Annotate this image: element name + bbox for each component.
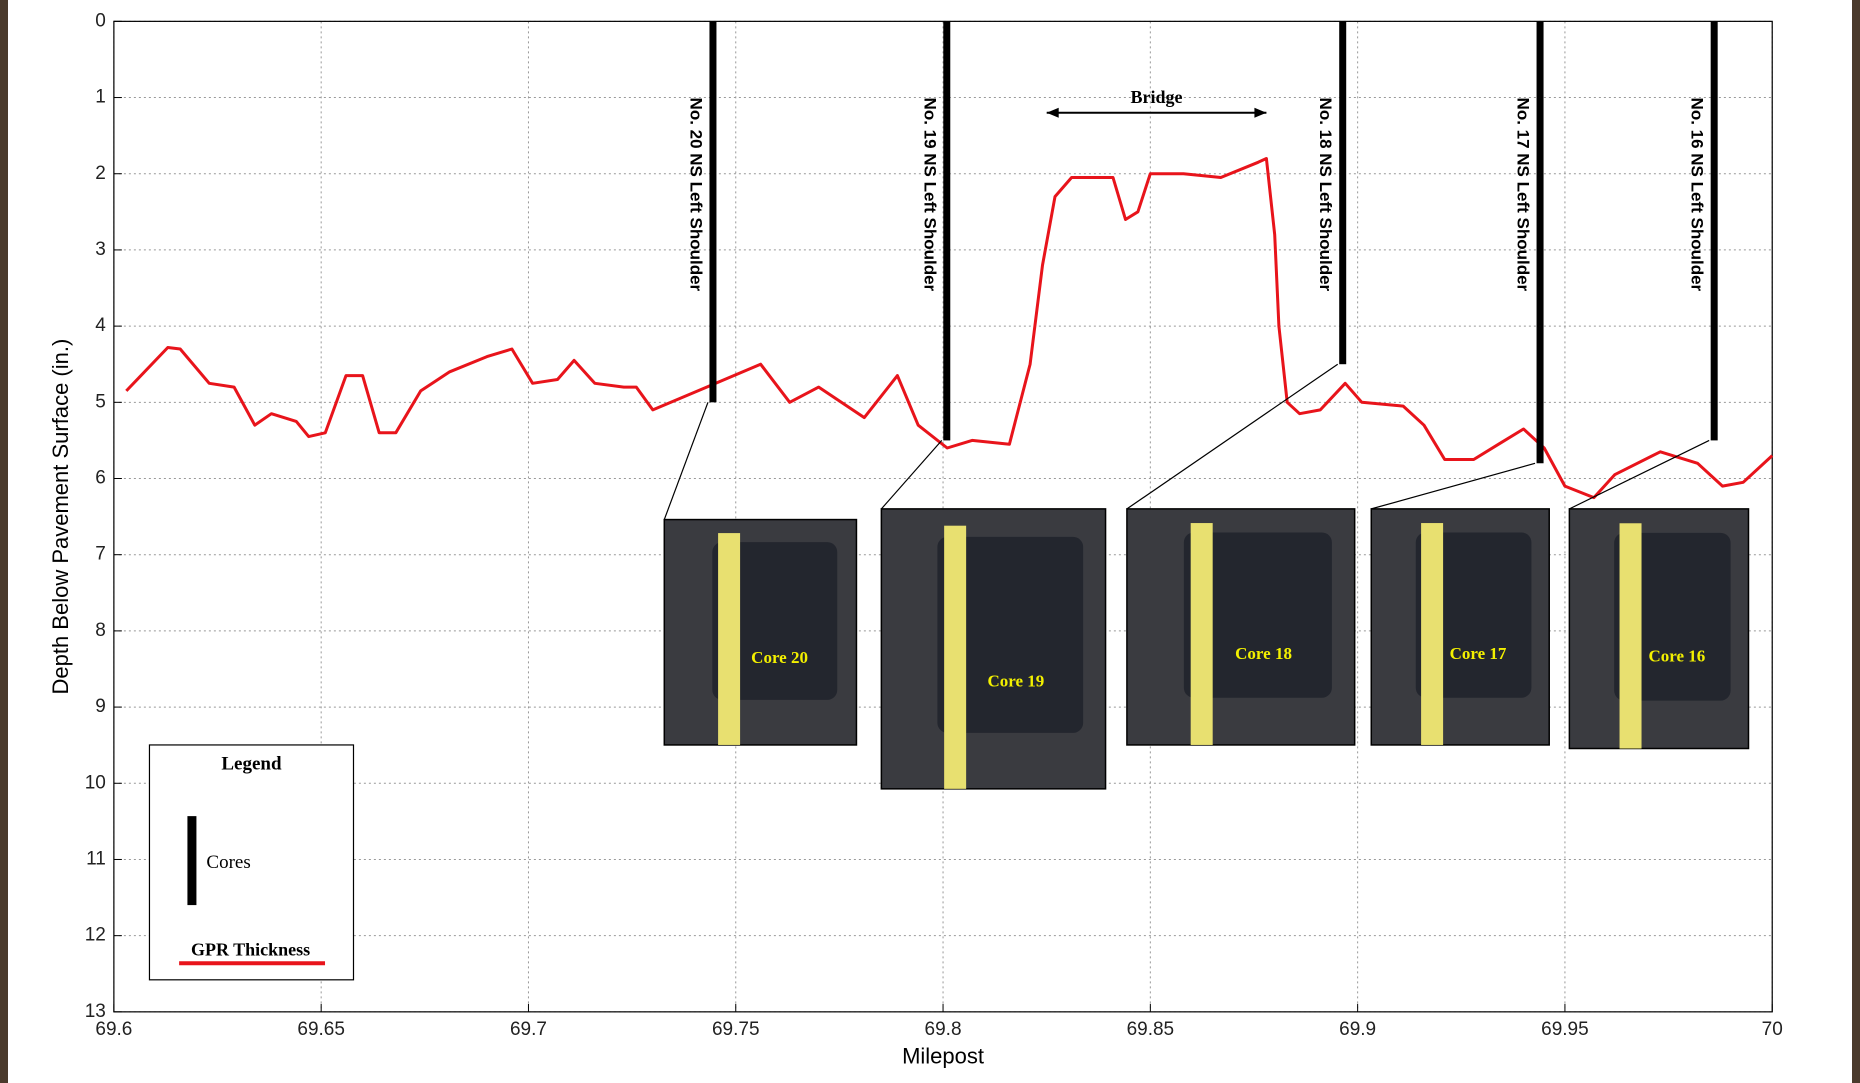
y-tick-label: 4 <box>95 315 106 336</box>
x-tick-label: 69.85 <box>1127 1019 1175 1040</box>
page: {"chart_data": { "type": "line", "xlabel… <box>0 0 1860 1083</box>
core-bar <box>1711 21 1718 440</box>
x-tick-label: 69.7 <box>510 1019 547 1040</box>
core-photo-caption: Core 20 <box>751 648 808 667</box>
core-photo-caption: Core 17 <box>1450 644 1507 663</box>
y-tick-label: 7 <box>95 544 106 565</box>
x-tick-label: 69.65 <box>297 1019 345 1040</box>
y-tick-label: 10 <box>85 772 106 793</box>
legend-label: GPR Thickness <box>191 939 310 959</box>
core-label: No. 20 NS Left Shoulder <box>686 98 705 292</box>
x-tick-label: 69.8 <box>925 1019 962 1040</box>
core-bar <box>1339 21 1346 364</box>
y-tick-label: 5 <box>95 391 106 412</box>
x-axis-label: Milepost <box>902 1044 984 1069</box>
y-tick-label: 1 <box>95 87 106 108</box>
core-photo-tape <box>944 526 966 789</box>
legend-core-swatch <box>187 816 196 905</box>
core-photo-tape <box>718 533 740 745</box>
core-photo-tape <box>1421 523 1443 745</box>
core-label: No. 17 NS Left Shoulder <box>1514 98 1533 292</box>
y-axis-label: Depth Below Pavement Surface (in.) <box>48 339 73 695</box>
core-label: No. 19 NS Left Shoulder <box>920 98 939 292</box>
y-tick-label: 9 <box>95 696 106 717</box>
y-tick-label: 13 <box>85 1001 106 1022</box>
legend-label: Cores <box>206 852 250 873</box>
y-tick-label: 12 <box>85 925 106 946</box>
chart: 69.6 69.65 69.7 69.75 69.8 69.85 69.9 69.95 70 0 1… <box>0 0 1860 1083</box>
y-tick-label: 2 <box>95 163 106 184</box>
y-tick-label: 8 <box>95 620 106 641</box>
core-photo-caption: Core 16 <box>1648 646 1705 665</box>
core-photo-caption: Core 18 <box>1235 644 1292 663</box>
x-tick-label: 69.75 <box>712 1019 760 1040</box>
bridge-label: Bridge <box>1131 87 1183 107</box>
core-label: No. 16 NS Left Shoulder <box>1688 98 1707 292</box>
core-bar <box>943 21 950 440</box>
y-tick-label: 3 <box>95 239 106 260</box>
x-tick-label: 69.95 <box>1541 1019 1589 1040</box>
x-tick-label: 69.6 <box>95 1019 132 1040</box>
y-tick-label: 0 <box>95 10 106 31</box>
x-tick-label: 70 <box>1762 1019 1783 1040</box>
x-tick-label: 69.9 <box>1339 1019 1376 1040</box>
core-photo-tape <box>1191 523 1213 745</box>
y-tick-label: 11 <box>86 848 106 869</box>
core-photo-caption: Core 19 <box>987 671 1044 690</box>
core-bar <box>1537 21 1544 463</box>
core-photo-tape <box>1620 523 1642 748</box>
y-tick-label: 6 <box>95 468 106 489</box>
legend-title: Legend <box>221 753 282 774</box>
core-label: No. 18 NS Left Shoulder <box>1316 98 1335 292</box>
core-bar <box>709 21 716 402</box>
